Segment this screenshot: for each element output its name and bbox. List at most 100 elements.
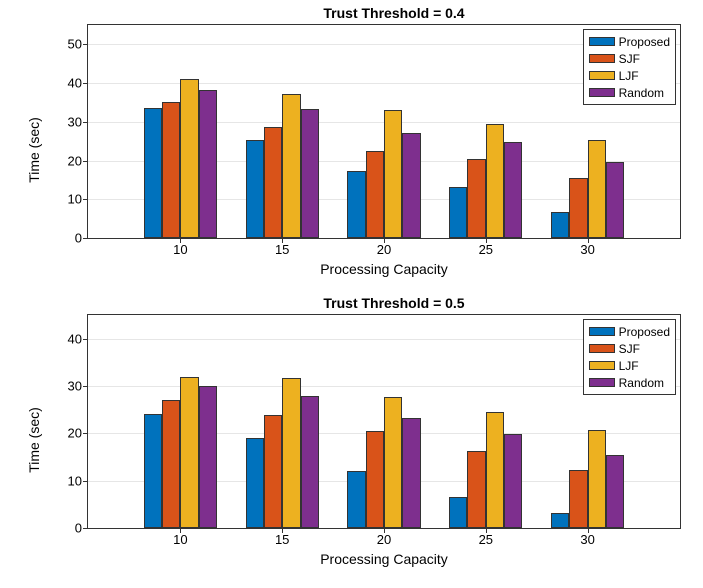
ytick-label: 20 (68, 153, 82, 168)
bar-ljf (180, 377, 198, 528)
ytick-mark (83, 481, 88, 482)
bar-ljf (180, 79, 198, 238)
bar-proposed (551, 212, 569, 238)
legend-item: LJF (589, 357, 670, 374)
legend-swatch (589, 327, 615, 336)
legend-label: Random (619, 86, 664, 100)
bar-sjf (162, 102, 180, 238)
legend-label: LJF (619, 69, 639, 83)
bar-proposed (347, 171, 365, 238)
plot-area: 0102030401015202530ProposedSJFLJFRandom (87, 314, 681, 529)
chart-title: Trust Threshold = 0.4 (87, 5, 701, 21)
y-axis-label: Time (sec) (26, 407, 42, 473)
xtick-label: 15 (275, 242, 289, 257)
legend-label: LJF (619, 359, 639, 373)
ytick-label: 40 (68, 76, 82, 91)
bar-proposed (144, 108, 162, 238)
bar-random (301, 396, 319, 528)
legend-item: SJF (589, 340, 670, 357)
legend-swatch (589, 344, 615, 353)
ytick-mark (83, 199, 88, 200)
legend-item: Random (589, 374, 670, 391)
legend-label: Proposed (619, 325, 670, 339)
xtick-label: 25 (479, 242, 493, 257)
legend-item: SJF (589, 50, 670, 67)
bar-sjf (366, 151, 384, 238)
bar-random (199, 90, 217, 238)
bar-random (199, 386, 217, 528)
bar-random (402, 418, 420, 528)
ytick-label: 30 (68, 378, 82, 393)
x-axis-label: Processing Capacity (87, 551, 681, 567)
legend-label: SJF (619, 52, 640, 66)
legend-swatch (589, 37, 615, 46)
bar-sjf (264, 127, 282, 238)
bar-proposed (246, 438, 264, 528)
xtick-label: 30 (580, 242, 594, 257)
bar-random (402, 133, 420, 238)
legend-swatch (589, 378, 615, 387)
chart-title: Trust Threshold = 0.5 (87, 295, 701, 311)
ytick-mark (83, 83, 88, 84)
bar-ljf (282, 378, 300, 528)
bar-proposed (551, 513, 569, 528)
bar-proposed (449, 497, 467, 528)
bar-ljf (282, 94, 300, 238)
ytick-mark (83, 122, 88, 123)
bar-ljf (486, 124, 504, 238)
ytick-mark (83, 528, 88, 529)
legend-item: Proposed (589, 33, 670, 50)
ytick-label: 10 (68, 192, 82, 207)
legend-swatch (589, 88, 615, 97)
legend-item: Random (589, 84, 670, 101)
chart-1: Trust Threshold = 0.5 Time (sec) 0 10 20 30 40… (2, 295, 701, 585)
bar-proposed (246, 140, 264, 238)
ytick-label: 0 (75, 521, 82, 536)
bar-proposed (449, 187, 467, 238)
bar-sjf (569, 178, 587, 238)
bar-proposed (144, 414, 162, 528)
legend-label: Random (619, 376, 664, 390)
xtick-label: 20 (377, 242, 391, 257)
plot-area: 010203040501015202530ProposedSJFLJFRando… (87, 24, 681, 239)
bar-ljf (384, 397, 402, 528)
xtick-label: 10 (173, 242, 187, 257)
bar-ljf (486, 412, 504, 528)
ytick-label: 0 (75, 231, 82, 246)
bar-sjf (467, 159, 485, 238)
ytick-mark (83, 433, 88, 434)
y-axis-label: Time (sec) (26, 117, 42, 183)
bar-proposed (347, 471, 365, 528)
legend-swatch (589, 54, 615, 63)
bar-sjf (264, 415, 282, 528)
chart-0: Trust Threshold = 0.4 Time (sec) 0 10 20 30 40… (2, 5, 701, 295)
legend: ProposedSJF LJF Random (583, 319, 676, 395)
bar-random (606, 162, 624, 238)
legend: Proposed SJF LJF Random (583, 29, 676, 105)
ytick-mark (83, 386, 88, 387)
bar-ljf (588, 140, 606, 238)
x-axis-label: Processing Capacity (87, 261, 681, 277)
ytick-mark (83, 161, 88, 162)
xtick-label: 25 (479, 532, 493, 547)
xtick-label: 15 (275, 532, 289, 547)
xtick-label: 10 (173, 532, 187, 547)
ytick-mark (83, 339, 88, 340)
bar-ljf (384, 110, 402, 238)
ytick-label: 30 (68, 114, 82, 129)
bar-sjf (569, 470, 587, 528)
xtick-label: 30 (580, 532, 594, 547)
bar-sjf (366, 431, 384, 528)
xtick-label: 20 (377, 532, 391, 547)
bar-random (301, 109, 319, 238)
ytick-label: 40 (68, 331, 82, 346)
bar-sjf (162, 400, 180, 528)
ytick-label: 50 (68, 37, 82, 52)
ytick-label: 20 (68, 426, 82, 441)
legend-swatch (589, 361, 615, 370)
legend-item: LJF (589, 67, 670, 84)
bar-random (606, 455, 624, 528)
bar-random (504, 142, 522, 238)
legend-item: Proposed (589, 323, 670, 340)
bar-random (504, 434, 522, 528)
